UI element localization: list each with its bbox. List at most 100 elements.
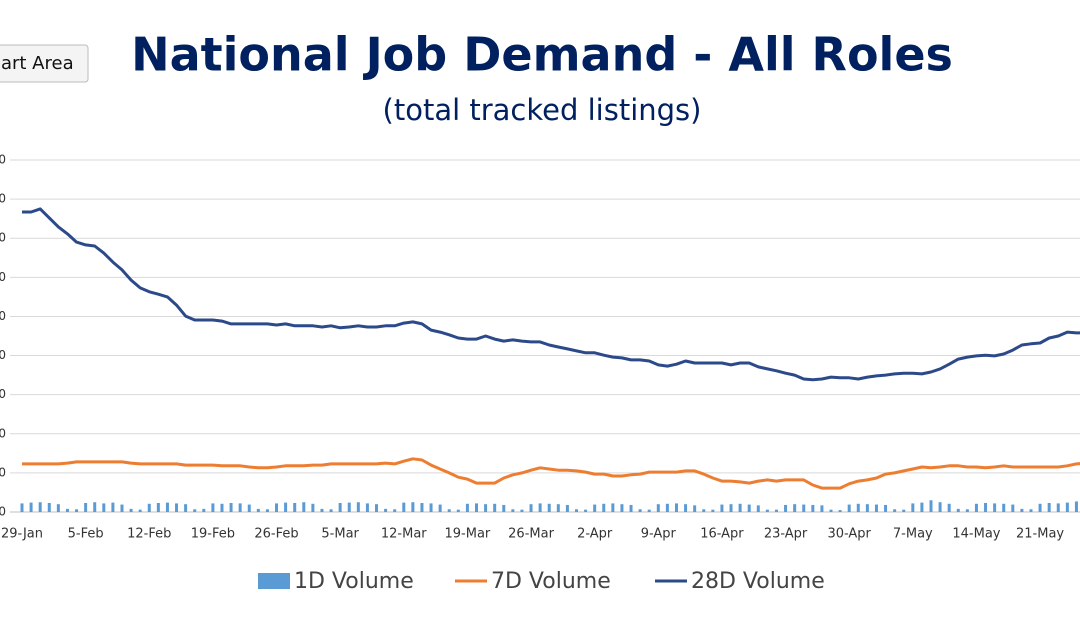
bar bbox=[256, 508, 260, 512]
bar bbox=[611, 503, 615, 512]
bar bbox=[165, 502, 169, 512]
bar bbox=[893, 509, 897, 512]
bar bbox=[111, 502, 115, 512]
bar bbox=[493, 503, 497, 512]
bar bbox=[729, 504, 733, 512]
x-tick-label: 23-Apr bbox=[764, 527, 808, 542]
x-tick-label: 19-Mar bbox=[445, 527, 491, 542]
bar bbox=[193, 509, 197, 512]
bar bbox=[602, 503, 606, 512]
bar bbox=[511, 509, 515, 512]
x-tick-label: 9-Apr bbox=[641, 527, 677, 542]
bar bbox=[320, 508, 324, 512]
bar bbox=[911, 503, 915, 512]
bar bbox=[874, 504, 878, 512]
y-tick-label: 100 bbox=[0, 465, 6, 479]
y-tick-label: 200 bbox=[0, 426, 6, 440]
bar bbox=[884, 504, 888, 512]
bar bbox=[447, 509, 451, 512]
bar bbox=[984, 503, 988, 512]
bar bbox=[811, 504, 815, 512]
bar bbox=[756, 505, 760, 512]
bar bbox=[393, 509, 397, 512]
bar bbox=[211, 503, 215, 512]
bar bbox=[438, 504, 442, 512]
bar bbox=[93, 502, 97, 512]
bar bbox=[29, 502, 33, 512]
legend-label: 1D Volume bbox=[294, 569, 414, 594]
bar bbox=[65, 508, 69, 512]
bar bbox=[920, 502, 924, 512]
bar bbox=[747, 504, 751, 512]
bar bbox=[711, 509, 715, 512]
bar bbox=[974, 503, 978, 512]
bar bbox=[820, 505, 824, 512]
bar bbox=[138, 509, 142, 512]
x-tick-label: 19-Feb bbox=[191, 527, 235, 542]
bar bbox=[784, 504, 788, 512]
bar bbox=[865, 504, 869, 512]
bar bbox=[929, 500, 933, 512]
bar bbox=[20, 503, 24, 512]
bar bbox=[674, 503, 678, 512]
bar bbox=[584, 509, 588, 512]
bar bbox=[238, 503, 242, 512]
bar bbox=[574, 509, 578, 512]
bar bbox=[365, 503, 369, 512]
bar bbox=[838, 510, 842, 512]
bar bbox=[856, 503, 860, 512]
y-tick-label: 900 bbox=[0, 153, 6, 167]
bar bbox=[802, 504, 806, 512]
bar bbox=[1020, 508, 1024, 512]
bar bbox=[102, 503, 106, 512]
y-tick-label: 0 bbox=[0, 505, 6, 519]
chart-subtitle: (total tracked listings) bbox=[383, 93, 702, 127]
bar bbox=[184, 504, 188, 512]
y-tick-label: 700 bbox=[0, 231, 6, 245]
bar bbox=[529, 504, 533, 512]
bar bbox=[956, 508, 960, 512]
bar bbox=[56, 504, 60, 512]
bar bbox=[38, 502, 42, 512]
x-tick-label: 14-May bbox=[952, 527, 1000, 542]
legend-label: 28D Volume bbox=[691, 569, 825, 594]
bar bbox=[129, 508, 133, 512]
bar bbox=[684, 504, 688, 512]
bar bbox=[338, 503, 342, 512]
bar bbox=[965, 509, 969, 512]
bar bbox=[665, 503, 669, 512]
bar bbox=[156, 503, 160, 512]
bar bbox=[456, 509, 460, 512]
bar bbox=[347, 502, 351, 512]
bar bbox=[774, 509, 778, 512]
bar bbox=[638, 509, 642, 512]
bar bbox=[293, 503, 297, 512]
bar bbox=[356, 502, 360, 512]
bar bbox=[220, 503, 224, 512]
x-tick-label: 2-Apr bbox=[577, 527, 613, 542]
bar bbox=[620, 504, 624, 512]
legend-swatch bbox=[258, 573, 290, 589]
x-tick-label: 16-Apr bbox=[700, 527, 744, 542]
bar bbox=[302, 502, 306, 512]
bar bbox=[1065, 502, 1069, 512]
x-tick-label: 29-Jan bbox=[1, 527, 43, 542]
bar bbox=[75, 509, 79, 512]
bar bbox=[429, 503, 433, 512]
bar bbox=[84, 503, 88, 512]
bar bbox=[275, 503, 279, 512]
bar bbox=[902, 509, 906, 512]
y-tick-label: 500 bbox=[0, 309, 6, 323]
x-tick-label: 5-Feb bbox=[68, 527, 104, 542]
bar bbox=[420, 503, 424, 512]
y-tick-label: 600 bbox=[0, 270, 6, 284]
bar bbox=[647, 509, 651, 512]
bar bbox=[402, 502, 406, 512]
bar bbox=[738, 503, 742, 512]
bar bbox=[938, 502, 942, 512]
x-tick-label: 12-Mar bbox=[381, 527, 427, 542]
bar bbox=[284, 502, 288, 512]
bar bbox=[47, 503, 51, 512]
bar bbox=[520, 509, 524, 512]
